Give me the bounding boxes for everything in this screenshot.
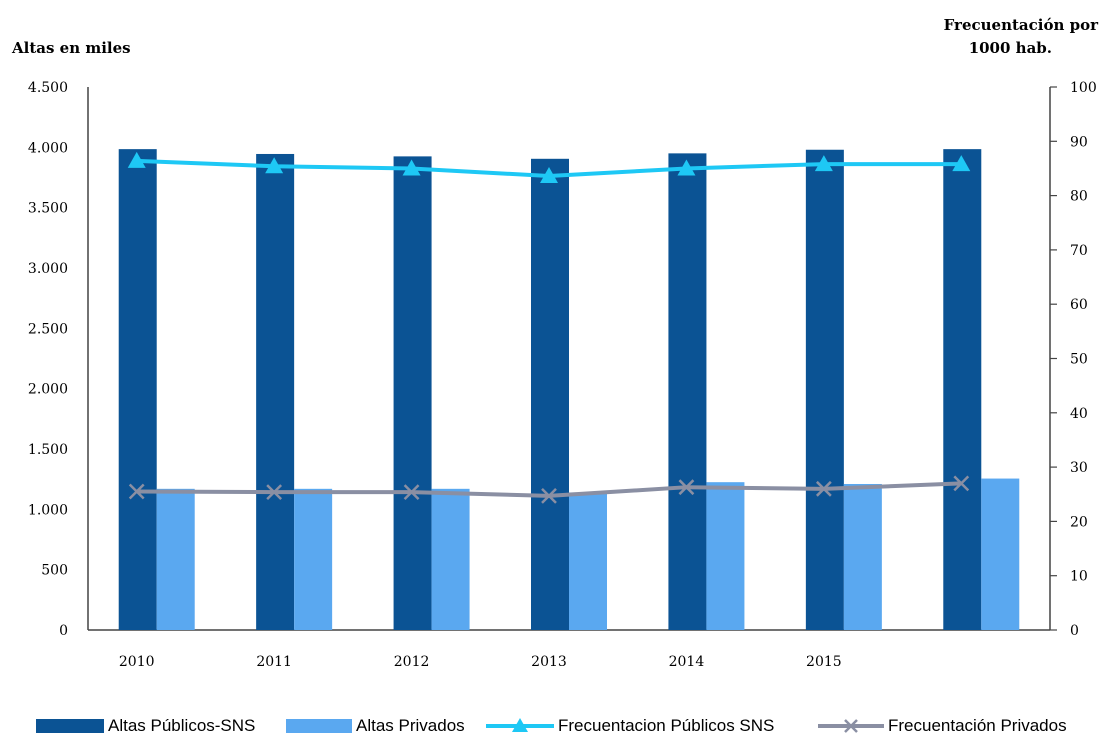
marker-frecuentacion-p-blicos-sns-1 [265,157,284,174]
y-left-tick-label: 500 [41,563,68,579]
marker-frecuentacion-p-blicos-sns-0 [127,151,146,168]
y-left-tick-label: 2.000 [28,382,68,398]
marker-frecuentaci-n-privados-3 [541,487,557,504]
bar-altas-privados-2 [431,488,470,630]
bar-altas-p-blicos-sns-4 [668,153,707,630]
y-right-tick-label: 40 [1070,406,1088,422]
y-right-tick-label: 30 [1070,460,1088,476]
bar-altas-p-blicos-sns-6 [943,149,982,631]
bar-altas-privados-5 [843,483,882,630]
marker-frecuentacion-p-blicos-sns-2 [402,159,421,176]
y-left-tick-label: 3.500 [28,201,68,217]
y-right-tick-label: 60 [1070,297,1088,313]
legend-swatch-altas-p-blicos-sns [36,719,104,733]
y-right-tick-label: 70 [1070,243,1088,259]
marker-frecuentaci-n-privados-5 [815,480,832,497]
marker-frecuentacion-p-blicos-sns-3 [540,167,558,184]
y-left-tick-label: 0 [59,623,68,639]
y-right-tick-label: 80 [1070,189,1088,205]
marker-frecuentacion-p-blicos-sns-6 [952,155,971,172]
y-right-tick-label: 20 [1070,514,1088,530]
marker-frecuentaci-n-privados-6 [953,475,970,492]
y-left-axis-title: Altas en miles [11,39,131,57]
y-right-tick-label: 50 [1070,352,1088,368]
bar-altas-privados-1 [294,488,333,630]
tick-labels: 05001.0001.5002.0002.5003.0003.5004.0004… [28,80,1097,670]
bar-altas-privados-4 [706,482,745,630]
y-left-tick-label: 2.500 [28,321,68,337]
bars [118,149,1020,631]
legend-label-altas-p-blicos-sns: Altas Públicos-SNS [108,716,255,735]
legend-label-frecuentaci-n-privados: Frecuentación Privados [888,716,1067,735]
bar-altas-p-blicos-sns-3 [531,158,569,630]
y-left-tick-label: 4.000 [28,140,68,156]
x-tick-label: 2015 [806,654,842,670]
y-left-tick-label: 3.000 [28,261,68,277]
legend-marker-frecuentacion-p-blicos-sns [512,718,528,732]
lines [127,151,971,504]
y-right-axis-title-line2: 1000 hab. [969,39,1052,57]
legend-label-altas-privados: Altas Privados [356,716,465,735]
x-tick-label: 2013 [531,654,567,670]
y-right-tick-label: 0 [1070,623,1079,639]
legend-marker-frecuentaci-n-privados [844,719,858,733]
bar-altas-p-blicos-sns-1 [256,153,295,630]
marker-frecuentaci-n-privados-1 [266,484,283,500]
y-left-tick-label: 1.500 [28,442,68,458]
marker-frecuentaci-n-privados-4 [678,479,695,496]
bar-altas-p-blicos-sns-2 [393,156,432,630]
x-tick-label: 2012 [394,654,430,670]
legend: Altas Públicos-SNS Altas Privados Frecuent… [36,716,1067,735]
y-left-tick-label: 1.000 [28,502,68,518]
marker-frecuentacion-p-blicos-sns-4 [677,159,696,176]
x-tick-label: 2011 [256,654,292,670]
marker-frecuentaci-n-privados-0 [128,483,145,500]
bar-altas-privados-6 [981,478,1020,630]
y-right-tick-label: 90 [1070,134,1088,150]
bar-altas-privados-3 [569,492,607,630]
bar-altas-p-blicos-sns-0 [118,149,157,631]
marker-frecuentacion-p-blicos-sns-5 [814,155,833,172]
bar-altas-privados-0 [156,488,195,630]
marker-frecuentaci-n-privados-2 [403,484,420,500]
bar-altas-p-blicos-sns-5 [805,149,844,630]
legend-label-frecuentacion-p-blicos-sns: Frecuentacion Públicos SNS [558,716,774,735]
legend-swatch-altas-privados [286,719,352,733]
x-tick-label: 2014 [669,654,705,670]
y-right-tick-label: 10 [1070,569,1088,585]
y-right-axis-title-line1: Frecuentación por [944,16,1099,34]
y-right-tick-label: 100 [1070,80,1097,96]
y-left-tick-label: 4.500 [28,80,68,96]
x-tick-label: 2010 [119,654,155,670]
